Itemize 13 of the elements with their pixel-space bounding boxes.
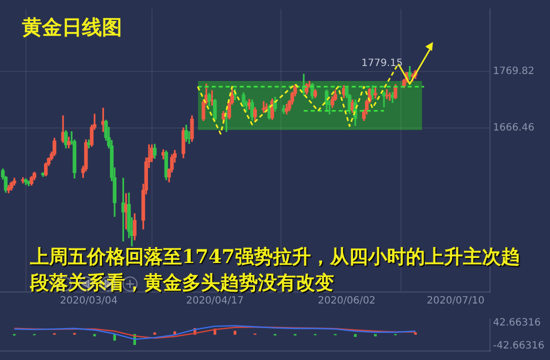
candlestick (382, 91, 386, 108)
x-tick-label: 2020/04/17 (186, 296, 244, 307)
y-tick-label: 1769.82 (493, 66, 534, 78)
x-tick-label: 2020/06/02 (318, 296, 376, 307)
annotation: 上周五价格回落至1747强势拉升，从四小时的上升主次趋段落关系看，黄金多头趋势没有改变 (30, 245, 521, 296)
y-tick-label: -42.66316 (493, 340, 544, 352)
y-tick-label: 1666.46 (493, 122, 534, 134)
annotation: 1779.15 (361, 58, 403, 69)
x-tick-label: 2020/03/04 (60, 296, 118, 307)
candlestick (210, 90, 214, 106)
x-tick-label: 2020/07/10 (426, 296, 484, 307)
chart-title: 黄金日线图 (22, 14, 122, 41)
y-tick-label: 42.66316 (493, 317, 541, 328)
